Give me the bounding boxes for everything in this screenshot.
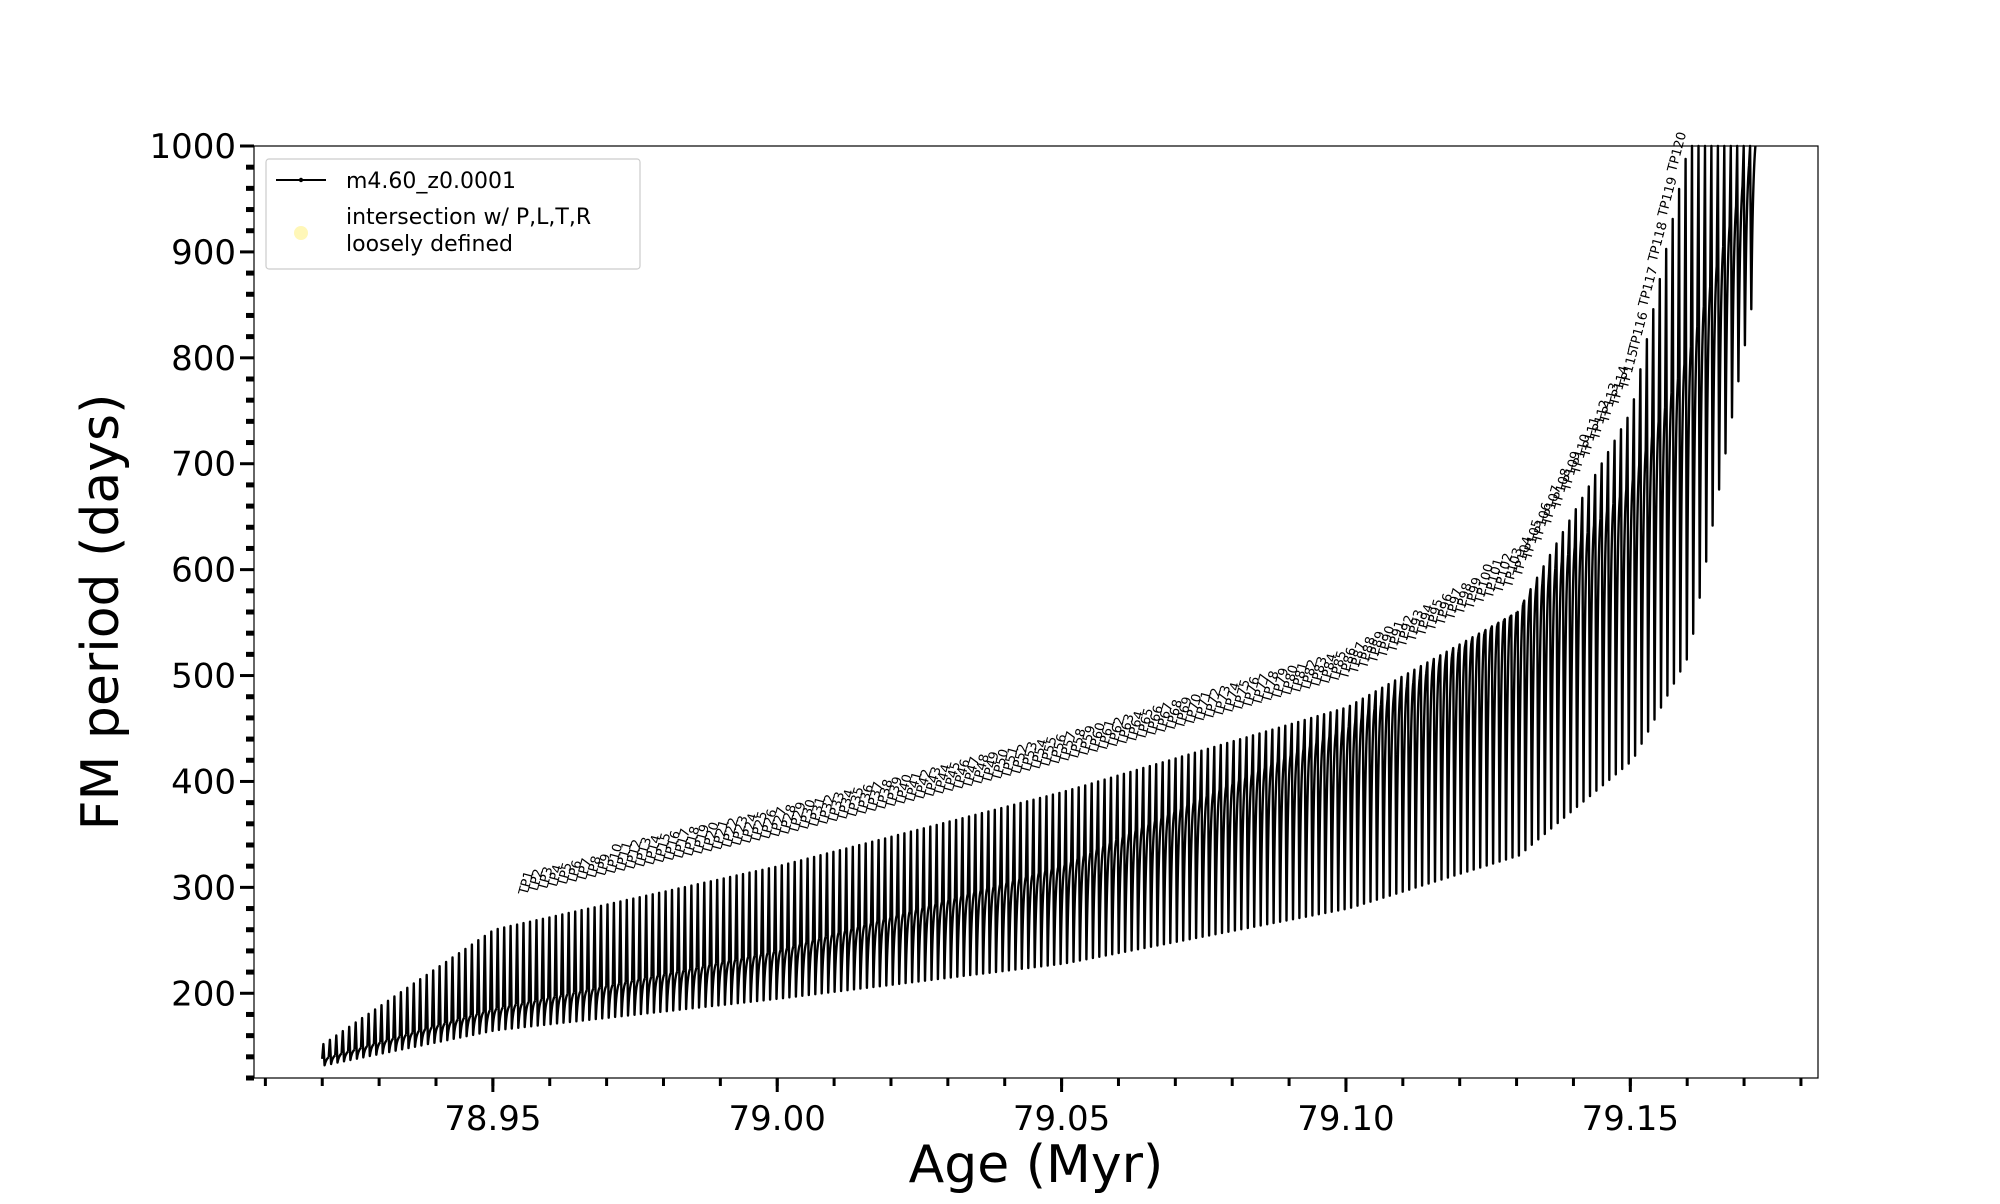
legend-label-0: m4.60_z0.0001 bbox=[346, 169, 516, 194]
legend-label-1: intersection w/ P,L,T,R loosely defined bbox=[346, 205, 591, 257]
x-tick-label: 79.05 bbox=[1013, 1099, 1110, 1139]
pulse-label: TP119 bbox=[1655, 175, 1680, 219]
x-axis-label: Age (Myr) bbox=[909, 1135, 1164, 1195]
legend: m4.60_z0.0001 intersection w/ P,L,T,R loo… bbox=[265, 158, 641, 270]
x-tick-label: 78.95 bbox=[444, 1099, 541, 1139]
x-tick-label: 79.15 bbox=[1582, 1099, 1679, 1139]
x-tick-label: 79.10 bbox=[1297, 1099, 1394, 1139]
legend-circle-icon bbox=[294, 226, 308, 240]
legend-label-line: loosely defined bbox=[346, 232, 513, 257]
pulse-label: TP6 bbox=[564, 859, 585, 887]
x-tick-label: 79.00 bbox=[729, 1099, 826, 1139]
y-tick-label: 200 bbox=[171, 974, 236, 1014]
y-tick-label: 400 bbox=[171, 762, 236, 802]
y-tick-label: 1000 bbox=[149, 127, 236, 167]
pulse-label: TP2 bbox=[526, 867, 547, 895]
legend-dot-icon bbox=[298, 177, 304, 183]
plot-marks bbox=[321, 144, 1757, 1067]
pulse-labels: TP1TP2TP3TP4TP5TP6TP7TP8TP9TP10TP11TP12T… bbox=[516, 130, 1690, 897]
pulse-label: TP4 bbox=[545, 863, 566, 891]
y-tick-label: 800 bbox=[171, 339, 236, 379]
y-tick-label: 900 bbox=[171, 233, 236, 273]
pulse-label: TP3 bbox=[535, 865, 556, 893]
y-axis: 200 300 400 500 600 700 800 900 1000 bbox=[149, 127, 254, 1081]
pulse-label: TP5 bbox=[555, 861, 576, 889]
pulse-label: TP1 bbox=[516, 870, 537, 898]
y-axis-label: FM period (days) bbox=[71, 394, 131, 831]
legend-label-line: intersection w/ P,L,T,R bbox=[346, 205, 591, 230]
y-tick-label: 500 bbox=[171, 657, 236, 697]
pulse-label: TP7 bbox=[574, 857, 595, 885]
y-tick-label: 600 bbox=[171, 551, 236, 591]
pulse-label: TP9 bbox=[593, 852, 614, 880]
legend-box bbox=[265, 158, 641, 270]
x-axis: 78.95 79.00 79.05 79.10 79.15 bbox=[263, 1078, 1803, 1139]
pulse-label: TP117 bbox=[1636, 265, 1661, 309]
y-tick-label: 300 bbox=[171, 868, 236, 908]
pulse-label: TP8 bbox=[584, 854, 605, 882]
y-tick-label: 700 bbox=[171, 445, 236, 485]
series-line bbox=[321, 144, 1757, 1067]
